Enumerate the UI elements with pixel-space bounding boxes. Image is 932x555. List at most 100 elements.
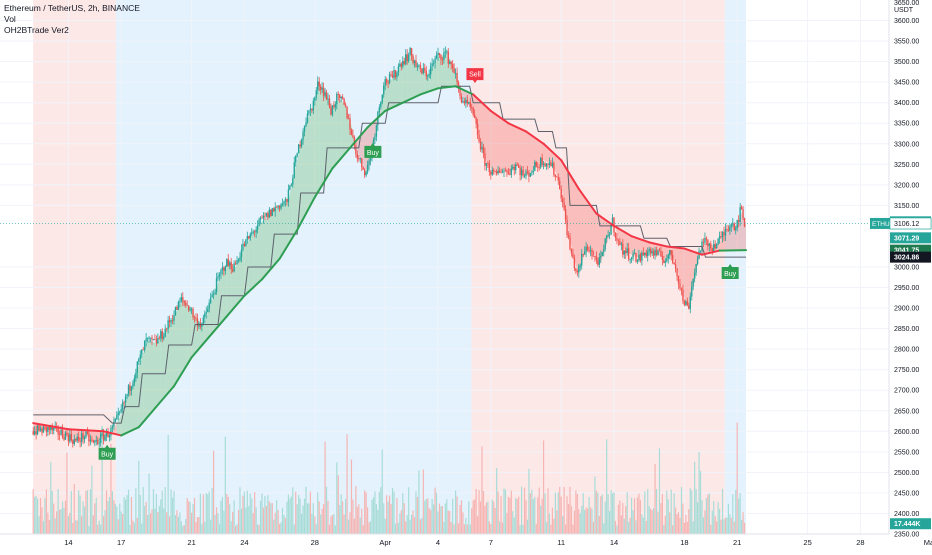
candle-body	[475, 118, 476, 124]
volume-bar	[146, 502, 147, 534]
candle-body	[580, 266, 581, 267]
candle-body	[528, 172, 529, 176]
candle-body	[552, 163, 553, 166]
volume-bar	[445, 504, 446, 534]
candle-body	[715, 244, 716, 248]
volume-bar	[68, 516, 69, 534]
volume-bar	[555, 493, 556, 534]
candle-body	[669, 250, 670, 255]
volume-bar	[87, 490, 88, 534]
candle-body	[514, 167, 515, 170]
volume-bar	[600, 496, 601, 534]
volume-bar	[559, 487, 560, 534]
fill-segment	[280, 203, 284, 258]
volume-bar	[624, 519, 625, 534]
price-tag-label: 3071.29	[894, 235, 919, 242]
volume-bar	[373, 497, 374, 534]
volume-bar	[175, 515, 176, 534]
time-tick-label: 17	[117, 538, 125, 547]
volume-bar	[668, 499, 669, 534]
candle-body	[497, 171, 498, 174]
volume-bar	[245, 508, 246, 534]
candle-body	[327, 98, 328, 99]
candle-body	[197, 318, 198, 326]
volume-bar	[684, 523, 685, 534]
volume-bar	[656, 489, 657, 534]
volume-bar	[602, 494, 603, 534]
candle-body	[723, 232, 724, 236]
candle-body	[275, 207, 276, 211]
volume-bar	[261, 493, 262, 534]
candle-body	[574, 258, 575, 268]
candle-body	[228, 259, 229, 265]
candle-body	[698, 251, 699, 259]
candle-body	[253, 232, 254, 233]
candle-body	[310, 109, 311, 111]
volume-bar	[484, 506, 485, 534]
candle-body	[448, 51, 449, 63]
candle-body	[440, 55, 441, 60]
candle-body	[735, 228, 736, 230]
volume-bar	[324, 442, 325, 534]
price-tick-label: 3300.00	[894, 141, 919, 148]
candle-body	[449, 62, 450, 64]
volume-bar	[619, 501, 620, 534]
candle-body	[412, 56, 413, 63]
volume-bar	[455, 491, 456, 534]
candle-body	[125, 396, 126, 402]
volume-bar	[429, 508, 430, 534]
volume-bar	[256, 507, 257, 534]
volume-bar	[157, 512, 158, 534]
candle-body	[68, 435, 69, 441]
candle-body	[606, 235, 607, 238]
time-tick-label: 18	[680, 538, 688, 547]
volume-bar	[257, 524, 258, 534]
candle-body	[565, 209, 566, 220]
price-tick-label: 2750.00	[894, 367, 919, 374]
candle-body	[319, 82, 320, 87]
volume-bar	[144, 506, 145, 534]
fill-segment	[227, 263, 231, 316]
candle-body	[231, 262, 232, 269]
volume-bar	[562, 516, 563, 534]
candle-body	[609, 235, 610, 236]
candle-body	[490, 172, 491, 174]
candle-body	[499, 171, 500, 173]
volume-bar	[121, 512, 122, 534]
candle-body	[135, 373, 136, 378]
candle-body	[179, 301, 180, 302]
candle-body	[270, 210, 271, 216]
volume-bar	[326, 487, 327, 534]
time-axis[interactable]: 1417212428Apr47111418212528May	[0, 534, 932, 550]
candle-body	[355, 146, 356, 154]
volume-bar	[119, 504, 120, 534]
candle-body	[141, 350, 142, 355]
candle-body	[358, 158, 359, 159]
volume-bar	[496, 468, 497, 534]
candle-body	[292, 178, 293, 184]
candle-body	[99, 443, 100, 444]
volume-bar	[433, 504, 434, 534]
candle-body	[684, 301, 685, 305]
candle-body	[145, 339, 146, 341]
volume-bar	[71, 491, 72, 534]
volume-bar	[410, 520, 411, 534]
candle-body	[465, 100, 466, 103]
candle-body	[294, 162, 295, 178]
candle-body	[502, 171, 503, 172]
candle-body	[697, 259, 698, 264]
volume-bar	[605, 502, 606, 534]
candle-body	[235, 263, 236, 264]
candle-body	[81, 433, 82, 442]
candle-body	[572, 253, 573, 257]
volume-bar	[690, 488, 691, 534]
candle-body	[138, 359, 139, 362]
volume-bar	[528, 469, 529, 534]
fill-segment	[306, 113, 310, 214]
price-tick-label: 3450.00	[894, 80, 919, 87]
volume-bar	[678, 512, 679, 534]
candle-body	[122, 402, 123, 409]
